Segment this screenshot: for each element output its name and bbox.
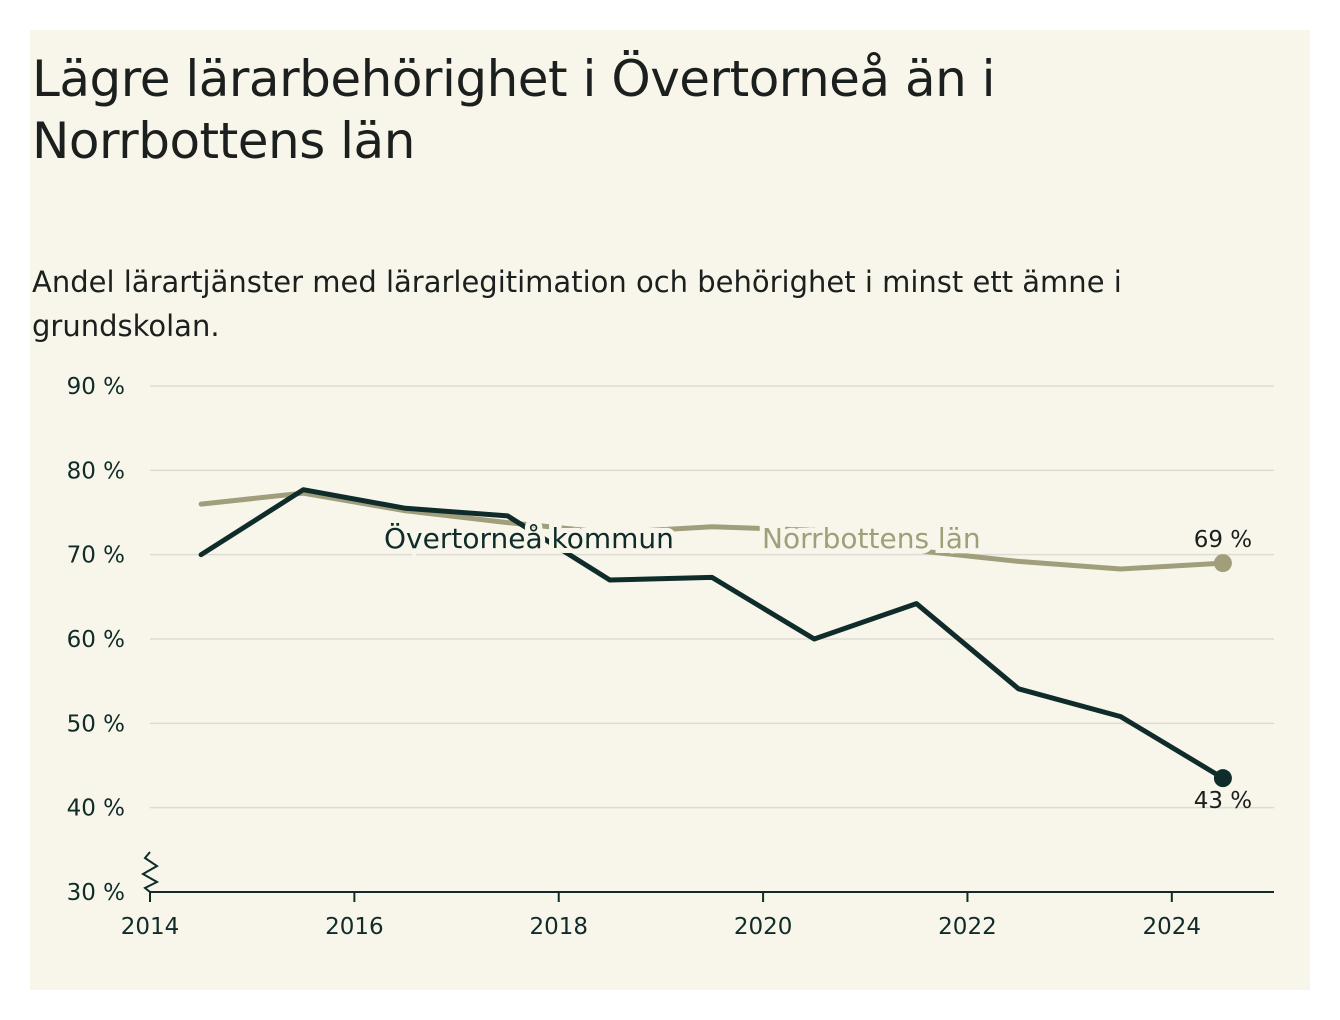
x-tick-label: 2024	[1143, 914, 1202, 940]
series-label-norrbotten: Norrbottens län	[762, 522, 981, 555]
x-tick-label: 2016	[325, 914, 384, 940]
chart-card	[30, 30, 1310, 990]
y-tick-label: 70 %	[67, 543, 125, 569]
series-end-point-0	[1213, 554, 1232, 573]
series-line-1	[198, 487, 1226, 781]
y-tick-label: 80 %	[67, 458, 125, 484]
y-tick-label: 30 %	[67, 880, 125, 906]
series-label-overtornea: Övertorneå kommun	[384, 521, 674, 555]
chart-title: Lägre lärarbehörighet i Övertorneå än i …	[32, 50, 996, 170]
axis-break-icon	[140, 851, 160, 893]
chart-subtitle: Andel lärartjänster med lärarlegitimatio…	[32, 265, 1122, 343]
series-end-point-1	[1213, 769, 1232, 788]
x-tick-label: 2020	[734, 914, 793, 940]
y-tick-label: 50 %	[67, 711, 125, 737]
x-tick-label: 2018	[529, 914, 588, 940]
x-tick-label: 2014	[121, 914, 180, 940]
series-line-0	[198, 490, 1226, 572]
end-value-label-norrbotten: 69 %	[1194, 527, 1252, 553]
end-value-label-overtornea: 43 %	[1194, 788, 1252, 814]
y-tick-label: 90 %	[67, 374, 125, 400]
y-tick-label: 40 %	[67, 796, 125, 822]
y-tick-label: 60 %	[67, 627, 125, 653]
x-tick-label: 2022	[938, 914, 997, 940]
